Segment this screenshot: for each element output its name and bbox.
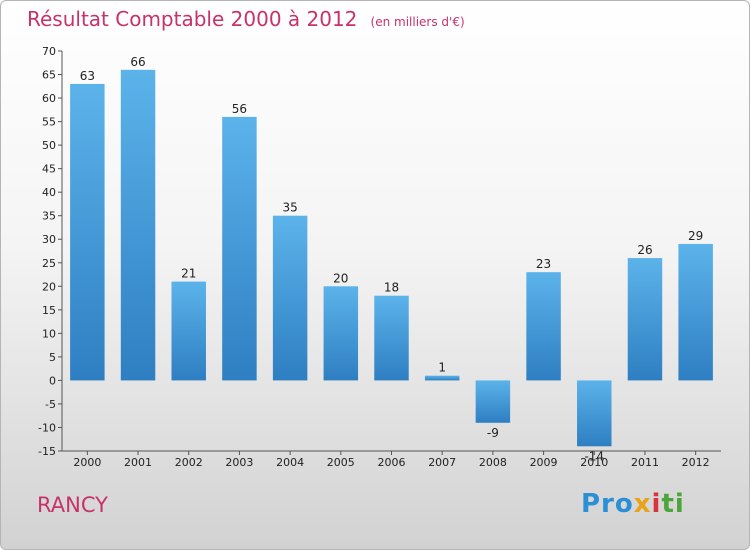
data-label: -14 bbox=[584, 449, 604, 463]
town-name: RANCY bbox=[37, 493, 108, 517]
x-tick-label: 2003 bbox=[225, 456, 253, 469]
x-tick-label: 2001 bbox=[124, 456, 152, 469]
logo-part: i bbox=[651, 489, 662, 519]
chart-title-main: Résultat Comptable 2000 à 2012 bbox=[27, 7, 358, 31]
y-tick-label: 15 bbox=[42, 304, 56, 317]
y-tick-label: 65 bbox=[42, 69, 56, 82]
x-tick-label: 2008 bbox=[479, 456, 507, 469]
logo-part: ti bbox=[661, 489, 685, 519]
data-label: 63 bbox=[80, 69, 95, 83]
bar bbox=[627, 258, 663, 381]
bar bbox=[272, 215, 308, 381]
data-label: 29 bbox=[688, 229, 703, 243]
x-tick-label: 2007 bbox=[428, 456, 456, 469]
data-label: 21 bbox=[181, 267, 196, 281]
y-tick-label: 60 bbox=[42, 92, 56, 105]
plot-area: -15 -10 -5 0 5 10 15 20 25 30 35 40 45 50 55 60 65 70 2000… bbox=[38, 45, 721, 469]
x-tick-label: 2006 bbox=[378, 456, 406, 469]
y-tick-label: -15 bbox=[38, 445, 56, 458]
bar bbox=[120, 69, 156, 381]
logo-part: Pro bbox=[581, 489, 634, 519]
bar bbox=[222, 116, 257, 381]
data-label: 1 bbox=[438, 361, 446, 375]
x-tick-label: 2012 bbox=[682, 456, 710, 469]
x-tick-label: 2009 bbox=[530, 456, 558, 469]
data-label: 26 bbox=[637, 243, 652, 257]
data-label: -9 bbox=[487, 426, 499, 440]
y-tick-label: 50 bbox=[42, 139, 56, 152]
y-tick-label: -5 bbox=[45, 398, 56, 411]
y-tick-label: 55 bbox=[42, 116, 56, 129]
y-tick-label: 45 bbox=[42, 163, 56, 176]
x-tick-label: 2002 bbox=[175, 456, 203, 469]
data-label: 56 bbox=[232, 102, 247, 116]
y-tick-label: 40 bbox=[42, 186, 56, 199]
bar bbox=[70, 83, 105, 381]
y-tick-label: 10 bbox=[42, 327, 56, 340]
chart-subtitle: (en milliers d'€) bbox=[370, 15, 465, 29]
x-tick-label: 2010 bbox=[580, 456, 608, 469]
bar bbox=[526, 272, 561, 381]
x-tick-label: 2000 bbox=[73, 456, 101, 469]
x-tick-label: 2011 bbox=[631, 456, 659, 469]
y-tick-label: 5 bbox=[49, 351, 56, 364]
y-tick-label: 70 bbox=[42, 45, 56, 58]
proxiti-logo: Proxiti bbox=[581, 489, 685, 519]
x-tick-label: 2005 bbox=[327, 456, 355, 469]
y-tick-label: 20 bbox=[42, 280, 56, 293]
x-tick-label: 2004 bbox=[276, 456, 304, 469]
data-label: 35 bbox=[282, 201, 297, 215]
data-label: 18 bbox=[384, 281, 399, 295]
data-label: 23 bbox=[536, 257, 551, 271]
y-tick-label: 0 bbox=[49, 374, 56, 387]
y-tick-label: 35 bbox=[42, 210, 56, 223]
data-label: 20 bbox=[333, 271, 348, 285]
bar bbox=[424, 375, 460, 381]
y-tick-label: 25 bbox=[42, 257, 56, 270]
bar bbox=[678, 243, 713, 381]
chart-title: Résultat Comptable 2000 à 2012 (en milli… bbox=[27, 7, 465, 31]
y-tick-label: -10 bbox=[38, 421, 56, 434]
y-tick-label: 30 bbox=[42, 233, 56, 246]
bar bbox=[475, 380, 511, 423]
bar bbox=[171, 281, 206, 381]
bar bbox=[374, 295, 409, 381]
logo-part: x bbox=[633, 489, 652, 519]
bar bbox=[577, 380, 612, 447]
bar bbox=[323, 286, 359, 381]
data-label: 66 bbox=[130, 55, 145, 69]
